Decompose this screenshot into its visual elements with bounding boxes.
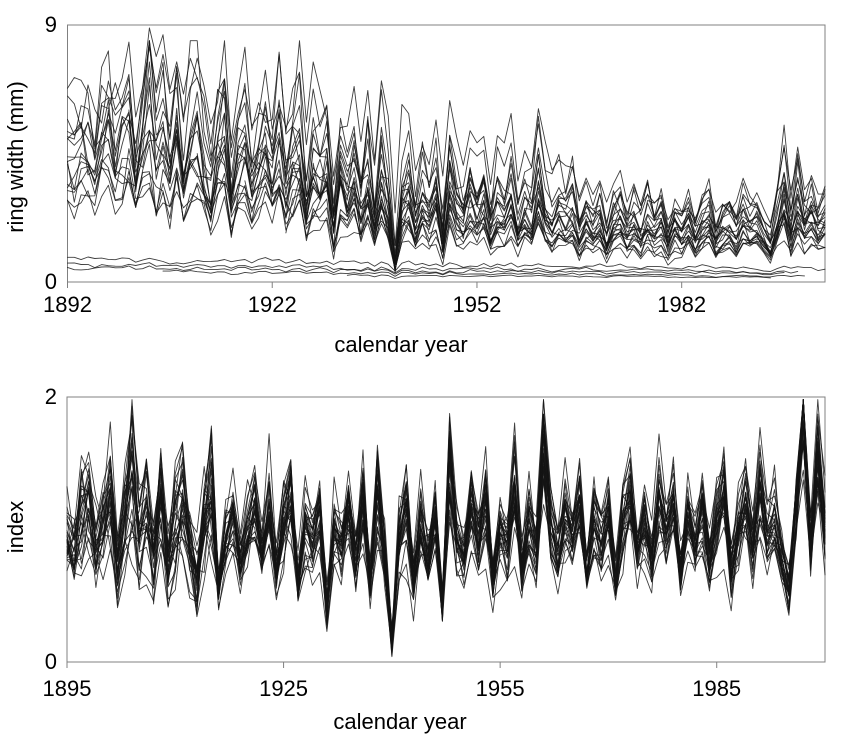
index-panel-x-tick-label: 1985 [692, 676, 742, 701]
ring-width-suppressed-series-line [346, 273, 771, 279]
ring-width-series-line [67, 166, 826, 265]
ring-width-panel-y-tick-label: 9 [44, 12, 57, 37]
index-panel-x-tick-label: 1955 [475, 676, 525, 701]
bottom-y-axis-label: index [3, 500, 28, 554]
index-series-line [66, 443, 826, 628]
ring-width-canopy-series-line [67, 27, 826, 227]
ring-width-panel-y-tick-label: 0 [44, 269, 57, 294]
index-panel-y-tick-label: 2 [44, 384, 57, 409]
ring-width-series-line [285, 193, 826, 272]
ring-width-panel-plot-border [67, 24, 826, 283]
ring-width-panel-x-tick-label: 1952 [452, 292, 502, 317]
index-panel-y-tick-label: 0 [44, 649, 57, 674]
index-panel-x-tick-label: 1895 [42, 676, 92, 701]
ring-width-suppressed-series-line [67, 256, 826, 272]
ring-width-panel-x-tick-label: 1892 [43, 292, 92, 317]
ring-width-suppressed-series-line [67, 262, 799, 275]
index-panel-x-tick-label: 1925 [259, 676, 309, 701]
ring-width-panel-x-tick-label: 1982 [657, 292, 707, 317]
ring-width-series-line [67, 170, 826, 270]
top-y-axis-label: ring width (mm) [3, 81, 28, 233]
top-x-axis-label: calendar year [334, 332, 468, 357]
ring-width-suppressed-series-line [67, 265, 785, 276]
ring-width-series-line [196, 132, 826, 271]
ring-width-series-line [162, 114, 826, 265]
ring-width-series-line [67, 67, 826, 246]
index-series-line [66, 399, 826, 642]
ring-width-series-line [333, 214, 826, 270]
ring-width-series-line [67, 143, 826, 270]
ring-width-suppressed-series-line [162, 269, 805, 278]
ring-width-series-line [244, 179, 826, 265]
bottom-x-axis-label: calendar year [333, 709, 467, 734]
ring-width-panel-x-tick-label: 1922 [247, 292, 297, 317]
